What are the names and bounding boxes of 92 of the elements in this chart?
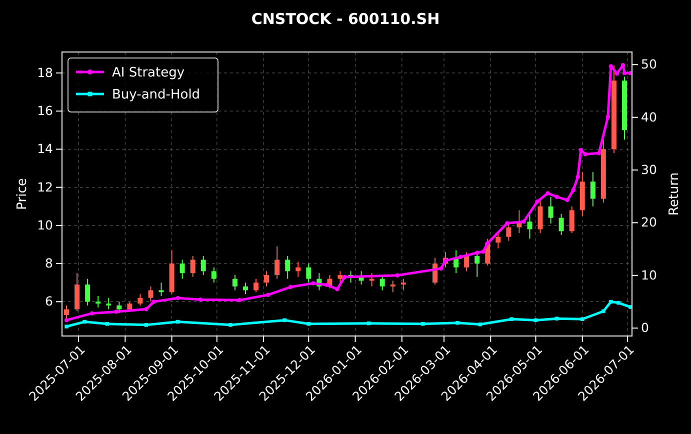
y2-tick-label: 30 [641, 162, 657, 178]
point [554, 316, 559, 320]
point [335, 287, 340, 292]
point [565, 198, 570, 202]
point [522, 220, 526, 224]
candlestick [106, 297, 112, 310]
candlestick [264, 270, 270, 287]
point [616, 300, 620, 305]
point [144, 323, 148, 327]
y-tick-label: 10 [37, 217, 54, 232]
candlestick [96, 295, 101, 308]
point [64, 318, 69, 322]
point [306, 322, 311, 326]
candlestick [506, 223, 512, 242]
candlestick [380, 276, 385, 291]
candlestick [496, 232, 501, 249]
candlestick [527, 214, 532, 240]
y-tick-label: 12 [37, 179, 53, 194]
point [105, 322, 109, 326]
candlestick [296, 261, 301, 278]
point [608, 64, 614, 68]
point [198, 298, 202, 302]
point [609, 300, 613, 304]
candlestick [390, 280, 396, 293]
point [288, 284, 293, 290]
candlestick [569, 206, 574, 234]
point [228, 323, 232, 327]
y-axis-title: Price [15, 178, 30, 210]
point [64, 324, 68, 328]
y2-axis-title: Return [667, 172, 682, 216]
point [554, 194, 559, 200]
point [486, 241, 490, 246]
point [311, 281, 316, 286]
candlestick [464, 252, 470, 272]
y2-tick-label: 50 [641, 56, 657, 72]
point [576, 174, 580, 179]
candlestick [590, 172, 596, 207]
point [152, 300, 156, 304]
point [282, 318, 286, 322]
candlestick [138, 294, 143, 306]
y-tick-label: 14 [37, 141, 54, 156]
candlestick [443, 252, 448, 268]
point [421, 322, 425, 326]
point [237, 298, 242, 302]
y2-tick-label: 0 [641, 320, 649, 336]
candlestick [211, 266, 216, 284]
legend-label: AI Strategy [112, 66, 185, 80]
legend-label: Buy-and-Hold [112, 88, 200, 102]
point [546, 191, 550, 196]
point [474, 250, 480, 255]
y2-tick-label: 10 [641, 267, 657, 282]
point [606, 114, 610, 119]
candlestick [85, 278, 90, 306]
candlestick [180, 259, 185, 280]
point [324, 282, 329, 287]
point [505, 221, 510, 226]
point [82, 320, 86, 324]
point [90, 311, 94, 316]
candlestick [242, 282, 248, 295]
candlestick [274, 246, 280, 280]
point [535, 200, 540, 204]
y-tick-label: 16 [37, 103, 54, 118]
y-tick-label: 8 [45, 256, 54, 271]
y-tick-label: 6 [45, 294, 54, 309]
y2-tick-label: 20 [641, 214, 657, 230]
candlestick [254, 278, 259, 293]
point [458, 254, 463, 260]
candlestick [285, 255, 290, 280]
candlestick [232, 274, 238, 291]
point [596, 151, 602, 156]
point [342, 274, 347, 280]
point [602, 309, 606, 314]
chart-title: CNSTOCK - 600110.SH [251, 10, 440, 28]
candlestick [558, 214, 564, 236]
point [176, 296, 180, 300]
point [480, 250, 486, 254]
candlestick [400, 278, 406, 291]
point [571, 188, 576, 192]
point [583, 152, 588, 156]
point [266, 292, 270, 298]
point [395, 273, 400, 278]
y-tick-label: 18 [37, 64, 54, 80]
point [114, 310, 118, 314]
candlestick [548, 196, 554, 224]
point [438, 266, 444, 271]
y2-tick-label: 40 [641, 109, 657, 124]
candlestick [190, 255, 196, 278]
point [144, 307, 148, 312]
candlestick [474, 252, 480, 278]
candlestick [200, 255, 206, 276]
point [622, 70, 627, 76]
point [478, 322, 482, 326]
